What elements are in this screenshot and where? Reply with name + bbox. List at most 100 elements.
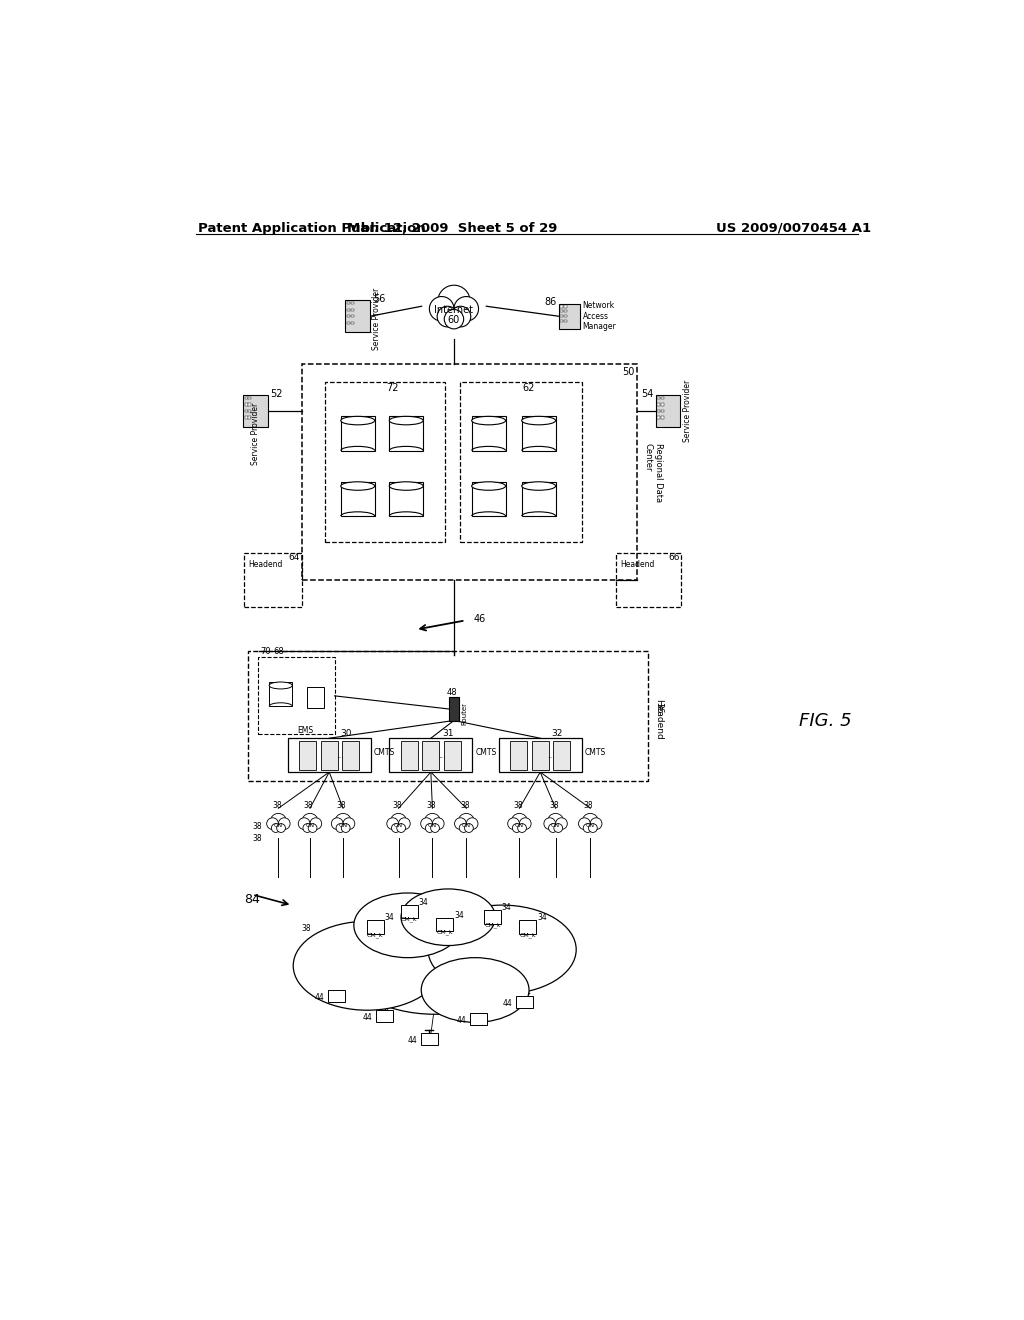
Bar: [269, 682, 292, 706]
Bar: [351, 309, 354, 312]
Text: 70: 70: [260, 647, 270, 656]
Bar: [400, 904, 418, 919]
Circle shape: [554, 824, 562, 833]
Text: 46: 46: [473, 614, 485, 624]
Circle shape: [302, 813, 318, 829]
Bar: [516, 997, 534, 1008]
Bar: [560, 315, 563, 317]
Text: 86: 86: [544, 297, 556, 308]
Text: 66: 66: [668, 553, 680, 562]
Bar: [553, 741, 570, 770]
Circle shape: [579, 818, 590, 829]
Bar: [351, 322, 354, 323]
Text: ...: ...: [437, 751, 445, 759]
Circle shape: [454, 297, 478, 321]
Circle shape: [303, 824, 311, 833]
Bar: [376, 1010, 393, 1022]
Text: 84: 84: [244, 894, 260, 907]
Text: 38: 38: [304, 801, 313, 810]
Text: 31: 31: [442, 729, 454, 738]
Bar: [449, 697, 460, 721]
Bar: [244, 553, 301, 607]
Text: 68: 68: [273, 647, 284, 656]
Text: 56: 56: [373, 294, 385, 305]
Bar: [347, 322, 350, 323]
Ellipse shape: [269, 682, 292, 689]
Text: CN: CN: [586, 822, 595, 828]
Circle shape: [270, 813, 287, 829]
Text: Service Provider: Service Provider: [683, 380, 691, 442]
Ellipse shape: [472, 416, 506, 425]
Text: 38: 38: [513, 801, 522, 810]
Circle shape: [429, 297, 454, 321]
Text: 34: 34: [385, 913, 394, 923]
Bar: [521, 482, 556, 516]
Bar: [249, 409, 252, 412]
Text: 36: 36: [654, 702, 664, 714]
Text: 38: 38: [253, 834, 262, 842]
Bar: [288, 738, 371, 772]
Bar: [657, 404, 660, 405]
Bar: [560, 305, 563, 308]
Text: 44: 44: [314, 993, 325, 1002]
Bar: [400, 741, 418, 770]
Circle shape: [266, 818, 279, 829]
Ellipse shape: [401, 888, 496, 945]
Text: CN: CN: [428, 822, 437, 828]
Circle shape: [298, 818, 310, 829]
Text: 38: 38: [337, 801, 346, 810]
Bar: [248, 651, 648, 780]
Circle shape: [387, 818, 398, 829]
Bar: [521, 416, 556, 450]
Text: Network
Access
Manager: Network Access Manager: [583, 301, 616, 331]
Circle shape: [549, 824, 557, 833]
Circle shape: [425, 824, 434, 833]
Ellipse shape: [389, 482, 423, 490]
Text: 38: 38: [272, 801, 282, 810]
Ellipse shape: [421, 958, 529, 1022]
Bar: [472, 482, 506, 516]
Text: 64: 64: [289, 553, 300, 562]
Circle shape: [390, 813, 407, 829]
Text: 44: 44: [503, 999, 512, 1008]
Text: 72: 72: [386, 383, 398, 393]
Text: CM_k: CM_k: [484, 921, 501, 928]
Bar: [345, 300, 370, 333]
Ellipse shape: [389, 416, 423, 425]
Circle shape: [335, 813, 351, 829]
Bar: [436, 917, 454, 932]
Bar: [307, 686, 324, 708]
Ellipse shape: [521, 416, 556, 425]
Circle shape: [308, 824, 317, 833]
Bar: [367, 920, 384, 933]
Circle shape: [431, 824, 439, 833]
Bar: [472, 416, 506, 450]
Text: 34: 34: [538, 913, 547, 923]
Circle shape: [511, 813, 527, 829]
Circle shape: [459, 824, 468, 833]
Bar: [245, 404, 248, 405]
Bar: [389, 416, 423, 450]
Text: EMS: EMS: [297, 726, 313, 735]
Bar: [249, 397, 252, 399]
Bar: [662, 409, 665, 412]
Text: CN: CN: [462, 822, 471, 828]
Bar: [564, 315, 567, 317]
Bar: [347, 315, 350, 317]
Circle shape: [465, 824, 473, 833]
Text: Service Provider: Service Provider: [373, 288, 381, 350]
Bar: [564, 305, 567, 308]
Circle shape: [421, 818, 432, 829]
Text: 62: 62: [522, 383, 535, 393]
Circle shape: [279, 818, 290, 829]
Text: CN: CN: [339, 822, 347, 828]
Bar: [245, 409, 248, 412]
Ellipse shape: [340, 902, 529, 1014]
Bar: [560, 319, 563, 322]
Circle shape: [276, 824, 286, 833]
Bar: [564, 319, 567, 322]
Circle shape: [548, 813, 563, 829]
Text: Headend: Headend: [621, 560, 654, 569]
Bar: [460, 381, 582, 543]
Text: 38: 38: [301, 924, 311, 933]
